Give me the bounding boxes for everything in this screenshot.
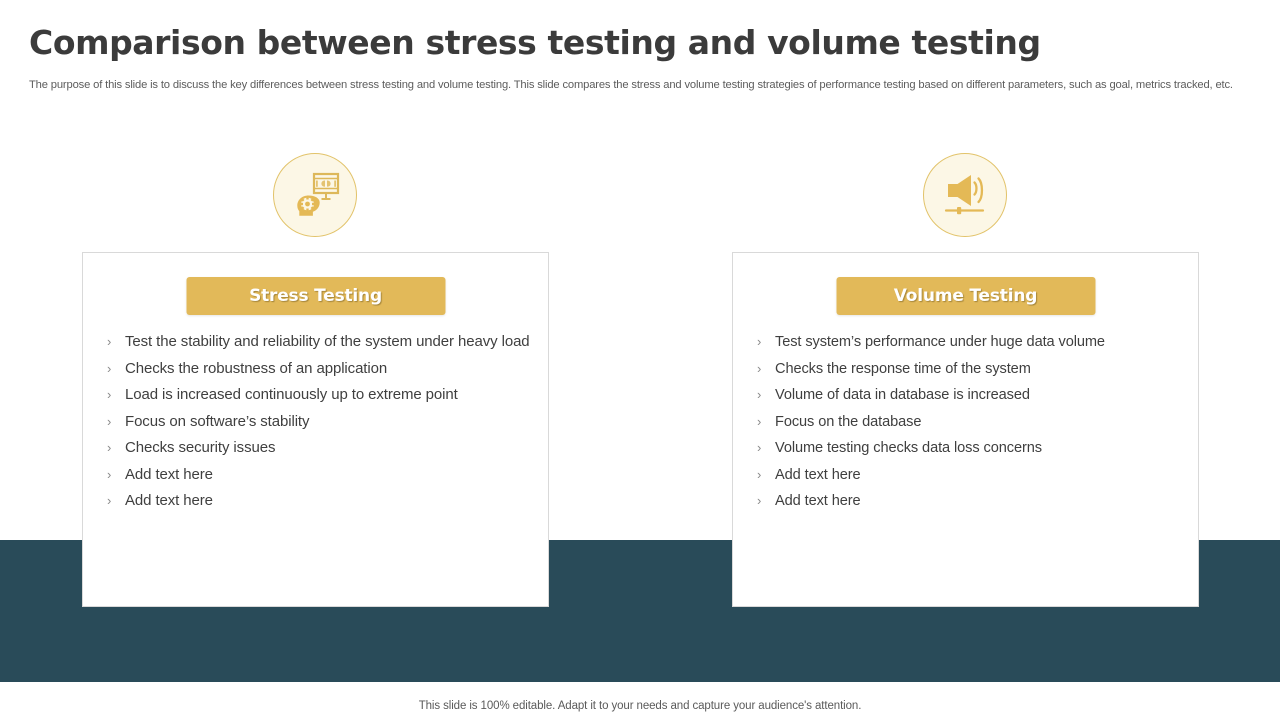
list-item-text: Add text here (125, 492, 213, 509)
list-item: › Checks the robustness of an applicatio… (107, 358, 532, 381)
chevron-right-icon: › (107, 387, 112, 402)
volume-testing-badge: Volume Testing (836, 277, 1095, 315)
list-item: › Test system’s performance under huge d… (757, 331, 1182, 354)
speaker-volume-icon (939, 167, 991, 224)
footer-note: This slide is 100% editable. Adapt it to… (418, 700, 862, 712)
list-item: › Add text here (107, 464, 532, 487)
list-item: › Load is increased continuously up to e… (107, 384, 532, 407)
list-item-text: Volume of data in database is increased (775, 387, 1030, 403)
list-item-text: Focus on software’s stability (125, 412, 310, 430)
stress-testing-badge: Stress Testing (186, 277, 445, 315)
chevron-right-icon: › (757, 466, 762, 482)
chevron-right-icon: › (107, 413, 112, 429)
list-item-text: Checks the response time of the system (775, 360, 1031, 377)
volume-testing-bullet-list: › Test system’s performance under huge d… (757, 331, 1182, 517)
page-subtitle: The purpose of this slide is to discuss … (29, 79, 1233, 91)
list-item: › Add text here (757, 490, 1182, 513)
list-item-text: Add text here (125, 465, 213, 483)
chevron-right-icon: › (107, 360, 112, 376)
list-item-text: Test system’s performance under huge dat… (775, 334, 1105, 350)
list-item: › Volume testing checks data loss concer… (757, 437, 1182, 460)
list-item: › Focus on software’s stability (107, 411, 532, 434)
list-item-text: Load is increased continuously up to ext… (125, 386, 458, 403)
list-item-text: Focus on the database (775, 413, 922, 430)
chevron-right-icon: › (757, 440, 762, 455)
stress-testing-card: Stress Testing › Test the stability and … (82, 252, 549, 607)
list-item-text: Add text here (775, 493, 861, 509)
volume-testing-icon-badge (923, 153, 1007, 237)
list-item: › Add text here (757, 464, 1182, 487)
list-item: › Checks security issues (107, 437, 532, 460)
list-item-text: Add text here (775, 466, 861, 483)
stress-testing-icon-badge (273, 153, 357, 237)
chevron-right-icon: › (757, 493, 762, 508)
list-item: › Focus on the database (757, 411, 1182, 434)
list-item-text: Test the stability and reliability of th… (125, 333, 530, 350)
chevron-right-icon: › (107, 493, 112, 508)
list-item: › Volume of data in database is increase… (757, 384, 1182, 407)
chevron-right-icon: › (757, 413, 762, 429)
list-item: › Checks the response time of the system (757, 358, 1182, 381)
chevron-right-icon: › (107, 334, 112, 349)
list-item-text: Checks security issues (125, 439, 276, 456)
chevron-right-icon: › (757, 387, 762, 402)
chevron-right-icon: › (757, 360, 762, 376)
volume-testing-card: Volume Testing › Test system’s performan… (732, 252, 1199, 607)
list-item-text: Volume testing checks data loss concerns (775, 440, 1042, 456)
chevron-right-icon: › (107, 466, 112, 482)
chevron-right-icon: › (757, 334, 762, 349)
brain-gear-monitor-icon (289, 167, 341, 224)
list-item-text: Checks the robustness of an application (125, 359, 388, 377)
stress-testing-badge-label: Stress Testing (249, 286, 382, 306)
list-item: › Add text here (107, 490, 532, 513)
stress-testing-bullet-list: › Test the stability and reliability of … (107, 331, 532, 517)
chevron-right-icon: › (107, 440, 112, 455)
volume-testing-badge-label: Volume Testing (893, 286, 1038, 306)
list-item: › Test the stability and reliability of … (107, 331, 532, 354)
page-title: Comparison between stress testing and vo… (29, 23, 1041, 62)
